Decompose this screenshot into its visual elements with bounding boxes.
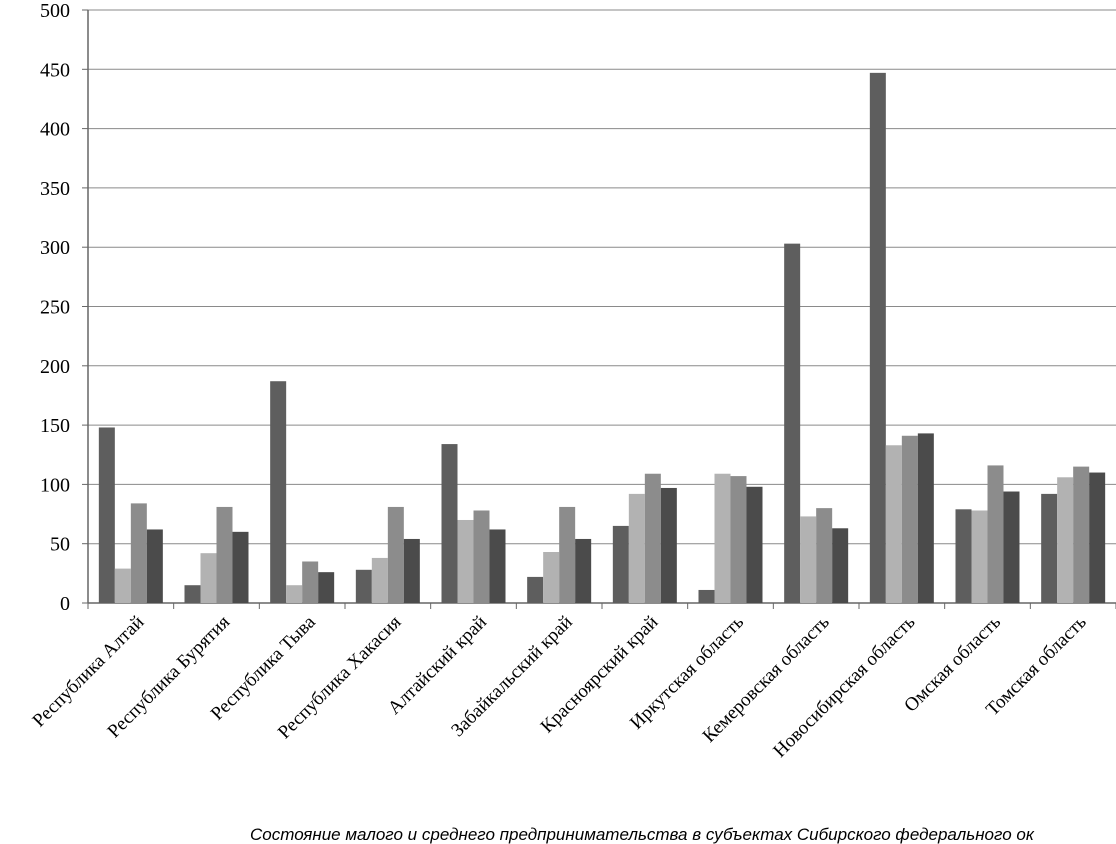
bar (457, 519, 474, 603)
bar (698, 589, 715, 603)
bar (971, 510, 988, 603)
y-tick-label: 350 (40, 178, 70, 200)
bar (628, 493, 645, 603)
bar (146, 529, 163, 603)
bar (216, 506, 233, 603)
bar (800, 516, 817, 603)
y-tick-label: 500 (40, 0, 70, 22)
y-tick-label: 0 (60, 593, 70, 615)
bar (612, 525, 629, 603)
y-tick-label: 400 (40, 119, 70, 141)
bar (730, 476, 747, 603)
bar (200, 553, 217, 603)
chart-caption: Состояние малого и среднего предпринимат… (250, 825, 1035, 844)
bar (403, 538, 420, 603)
bar (832, 528, 849, 603)
bar (816, 508, 833, 603)
bar (901, 435, 918, 603)
bar (917, 433, 934, 603)
y-tick-label: 50 (50, 534, 70, 556)
bar (270, 381, 287, 603)
bar (473, 510, 490, 603)
bar (114, 568, 131, 603)
y-tick-label: 150 (40, 415, 70, 437)
bar (130, 503, 147, 603)
y-tick-label: 300 (40, 237, 70, 259)
bar (660, 487, 677, 603)
bar (1003, 491, 1020, 603)
bar (955, 509, 972, 603)
bar (1073, 466, 1090, 603)
bar (575, 538, 592, 603)
bar (543, 552, 560, 603)
bar (714, 473, 731, 603)
bar (987, 465, 1004, 603)
bar (559, 506, 576, 603)
bar (302, 561, 319, 603)
bar (1041, 493, 1058, 603)
bar (98, 427, 115, 603)
bar (527, 576, 544, 603)
bar (885, 445, 902, 603)
x-tick-label: Новосибирская область (769, 611, 919, 761)
bar (355, 569, 372, 603)
y-tick-label: 200 (40, 356, 70, 378)
bar (286, 585, 303, 603)
bar (371, 557, 388, 603)
bar (184, 585, 201, 603)
y-tick-label: 450 (40, 59, 70, 81)
bar (1089, 472, 1106, 603)
bar (784, 243, 801, 603)
y-tick-label: 100 (40, 474, 70, 496)
bar (644, 473, 661, 603)
y-tick-label: 250 (40, 297, 70, 319)
bar (441, 444, 458, 603)
bar (746, 486, 763, 603)
bar (232, 531, 249, 603)
bar (1057, 477, 1074, 603)
bar (489, 529, 506, 603)
bar (387, 506, 404, 603)
bar (318, 572, 335, 603)
bar (869, 72, 886, 603)
